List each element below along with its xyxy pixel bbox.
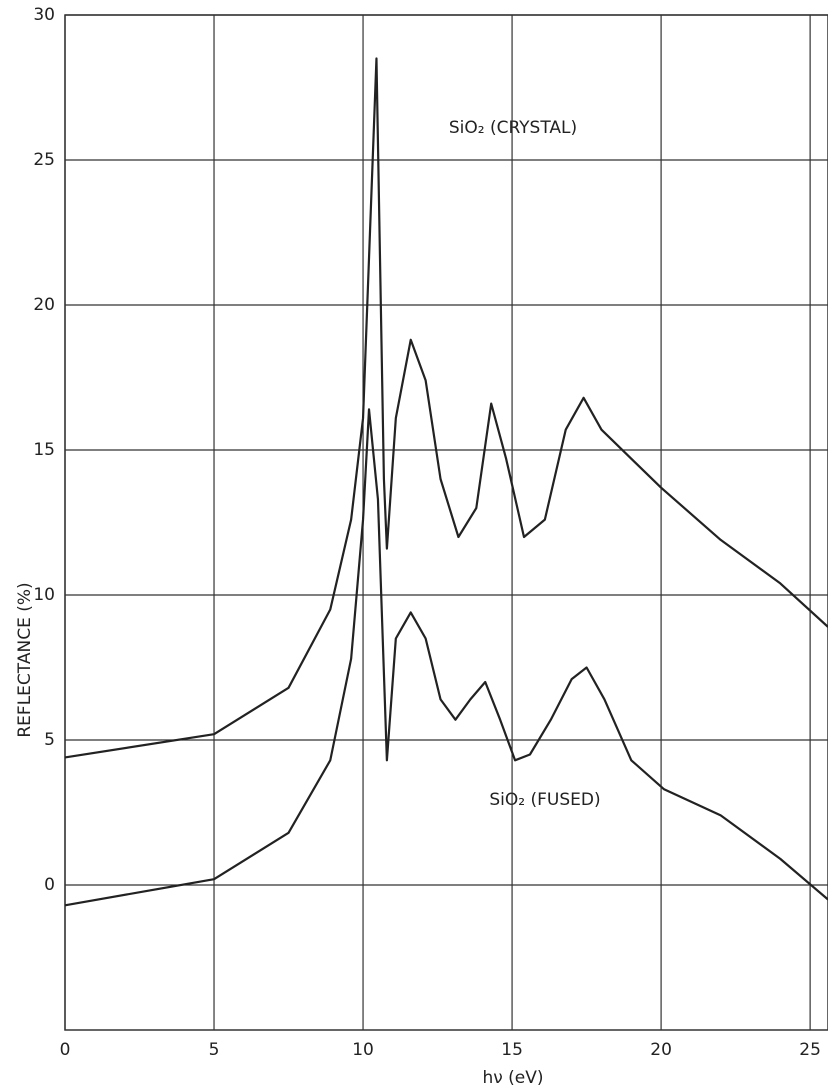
x-tick-label: 10 (352, 1040, 374, 1060)
x-axis-title: hν (eV) (482, 1068, 543, 1088)
series-label: SiO₂ (FUSED) (489, 790, 600, 810)
series-label: SiO₂ (CRYSTAL) (449, 118, 577, 138)
y-tick-label: 10 (33, 585, 55, 605)
y-axis-title: REFLECTANCE (%) (15, 582, 35, 737)
x-tick-label: 15 (501, 1040, 523, 1060)
y-tick-label: 25 (33, 150, 55, 170)
y-tick-label: 15 (33, 440, 55, 460)
y-tick-label: 5 (44, 730, 55, 750)
x-tick-label: 5 (209, 1040, 220, 1060)
y-tick-label: 30 (33, 5, 55, 25)
x-tick-label: 0 (60, 1040, 71, 1060)
x-tick-label: 20 (650, 1040, 672, 1060)
y-tick-label: 0 (44, 875, 55, 895)
plot-frame (64, 14, 828, 1031)
y-tick-label: 20 (33, 295, 55, 315)
line-series (64, 57, 828, 759)
line-series (64, 408, 828, 907)
x-tick-label: 25 (799, 1040, 821, 1060)
